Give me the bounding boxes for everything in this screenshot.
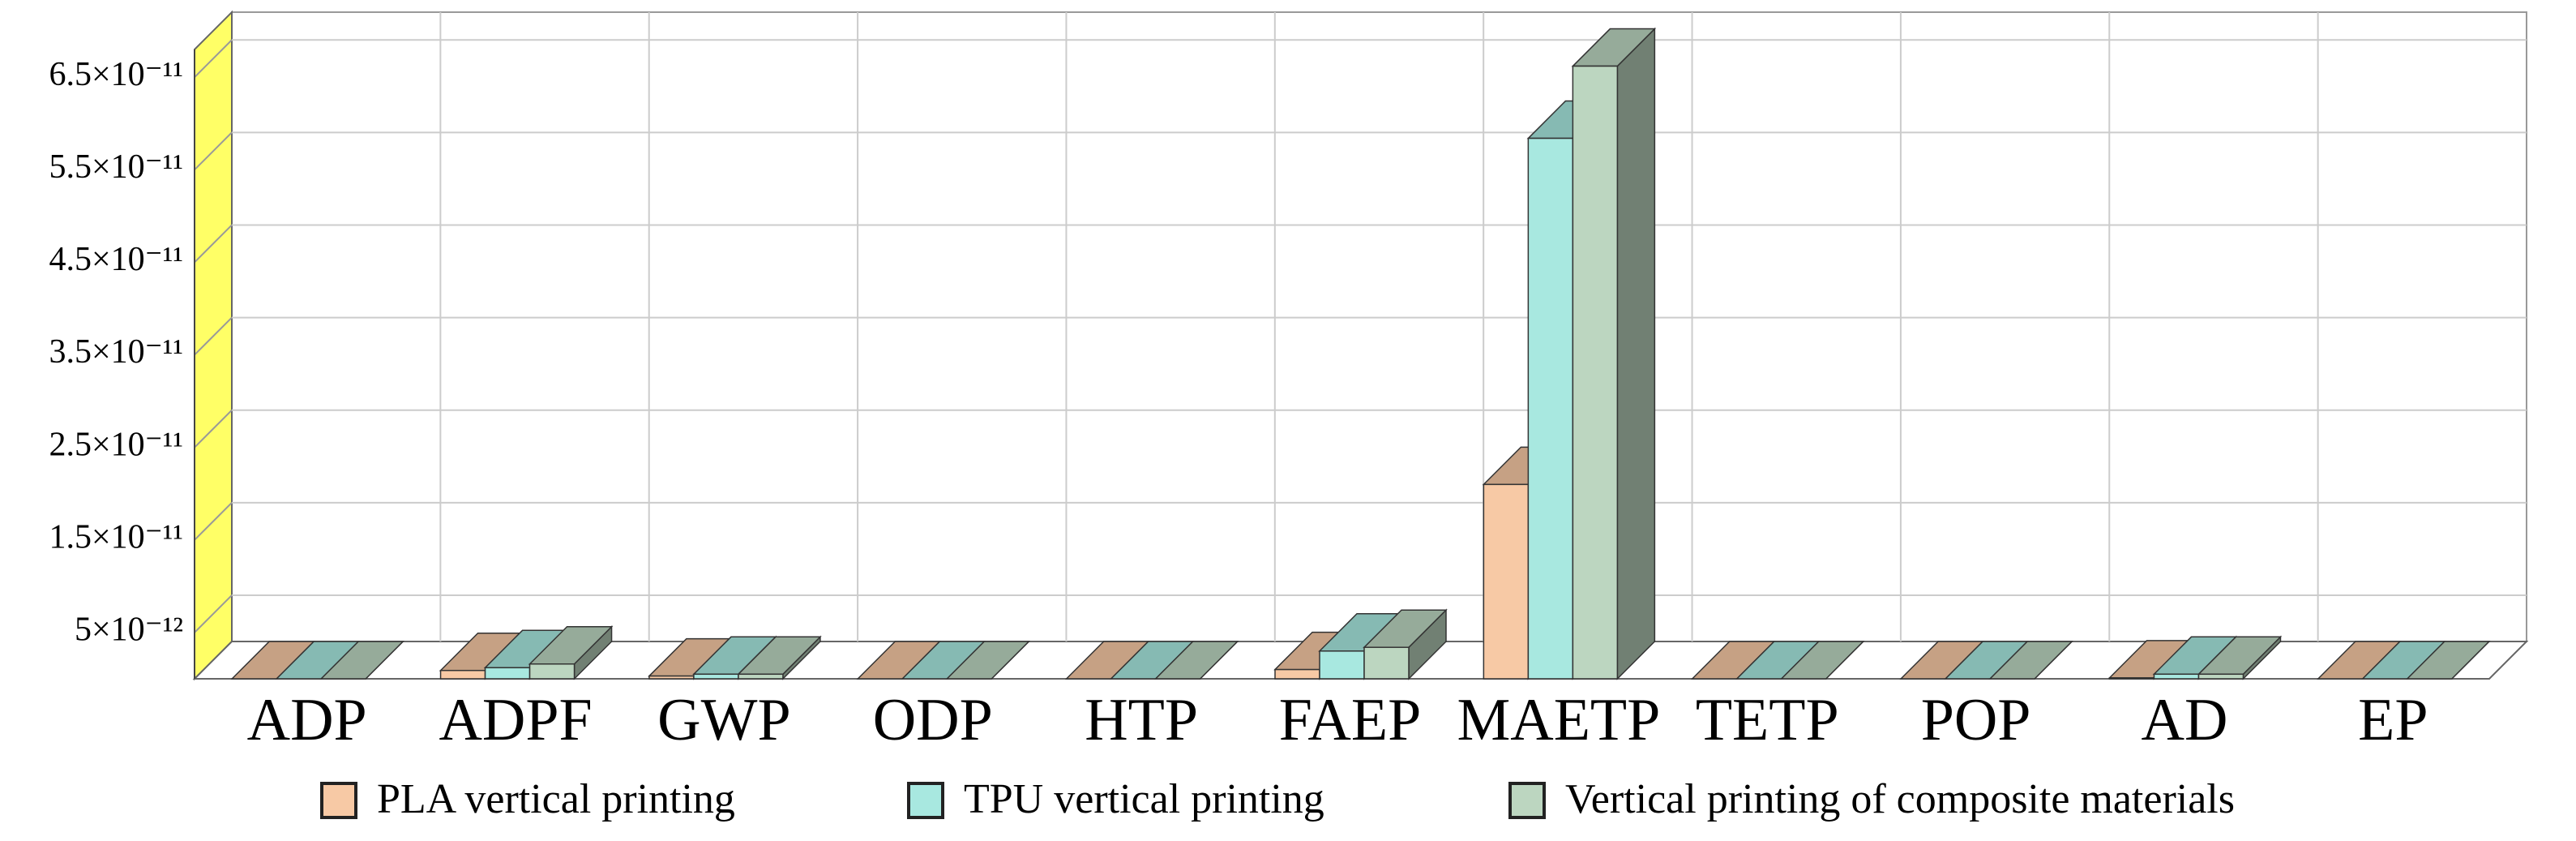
side-wall [194,10,233,681]
bar-top [319,641,404,680]
x-tick-label: EP [2358,687,2428,753]
bar [1483,483,1530,680]
bar [2153,673,2200,680]
y-tick-label: 4.5×10⁻¹¹ [49,241,183,278]
bar [528,663,576,680]
x-tick-label: FAEP [1279,687,1421,753]
x-tick-label: AD [2142,687,2228,753]
x-tick-label: TETP [1696,687,1839,753]
legend-swatch [1508,782,1546,819]
y-tick-label: 6.5×10⁻¹¹ [49,56,183,93]
bar [1363,646,1410,680]
x-tick-label: GWP [657,687,790,753]
bar-top [1153,641,1239,680]
bar-top [945,641,1031,680]
x-tick-label: HTP [1085,687,1198,753]
y-tick-label: 3.5×10⁻¹¹ [49,333,183,371]
bar-3d [1571,27,1657,680]
bar-top [1988,641,2073,680]
y-tick-label: 1.5×10⁻¹¹ [49,518,183,556]
x-tick-label: ADPF [439,687,592,753]
bar-3d [1153,641,1239,680]
wall-grid-line [194,409,233,448]
bar [648,675,695,680]
bar [484,667,531,680]
y-tick-label: 2.5×10⁻¹¹ [49,426,183,463]
wall-grid-line [194,224,233,264]
bar-3d [1988,641,2073,680]
legend-swatch [320,782,357,819]
x-tick-label: MAETP [1457,687,1660,753]
bar-3d [528,624,614,680]
bar [1527,137,1574,680]
bar [2197,673,2244,680]
y-tick-label: 5.5×10⁻¹¹ [49,148,183,186]
bar [1319,650,1365,680]
bar-top [2406,641,2491,680]
wall-grid-line [194,594,233,633]
legend-label: TPU vertical printing [964,776,1324,822]
wall-grid-line [194,39,233,78]
x-tick-label: ADP [247,687,367,753]
bar-side [1616,27,1656,680]
bar [693,673,739,680]
bar-3d [945,641,1031,680]
legend-swatch [907,782,944,819]
bar-3d [2406,641,2491,680]
legend-label: PLA vertical printing [377,776,735,822]
bar-3d [2197,635,2283,680]
bar [1572,65,1619,680]
bar-3d [319,641,404,680]
x-tick-label: POP [1921,687,2031,753]
bar-3d [1779,641,1865,680]
x-tick-label: ODP [873,687,993,753]
bar-3d [1363,608,1448,680]
bar-top [1779,641,1865,680]
bar [439,669,486,680]
bar [1274,668,1320,680]
back-wall [231,11,2527,642]
bar-3d [737,635,822,680]
bar [738,673,784,680]
y-tick-label: 5×10⁻¹² [75,611,183,649]
legend-label: Vertical printing of composite materials [1565,776,2235,822]
wall-grid-line [194,131,233,171]
wall-grid-line [194,502,233,541]
bar [2108,677,2155,680]
wall-grid-line [194,316,233,356]
